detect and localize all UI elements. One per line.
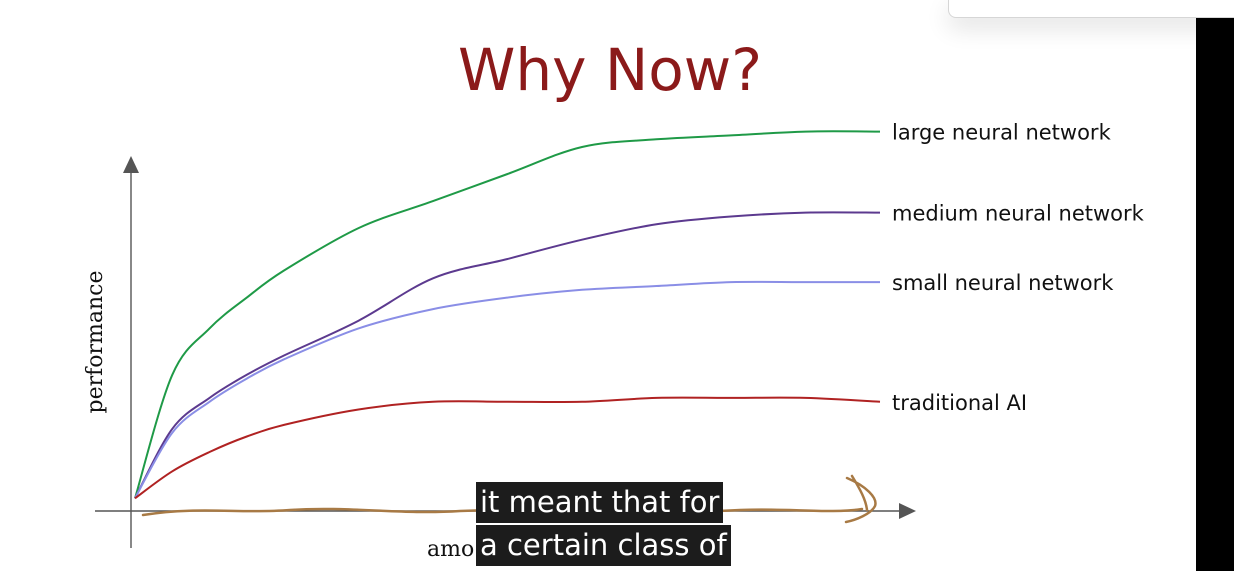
y-axis-label: performance [83,270,108,413]
slide-title: Why Now? [458,36,762,104]
overlay-panel [948,0,1234,18]
subtitle-overlay: it meant that for a certain class of [476,482,746,566]
series-label-2: small neural network [892,271,1114,295]
hand-drawn-x-arrow [141,507,864,517]
x-axis-arrowhead [899,503,916,519]
series-labels: large neural network medium neural networ… [892,121,1145,415]
series-line-2 [134,280,880,499]
video-side-bar [1196,0,1234,571]
series-line-1 [134,211,881,499]
y-axis-arrowhead [123,156,139,173]
series-label-3: traditional AI [892,391,1027,415]
hand-drawn-arrowhead [844,474,877,524]
subtitle-line-2: a certain class of [476,525,731,566]
x-axis-label: amo [427,537,474,562]
subtitle-line-1: it meant that for [476,482,724,523]
series-label-0: large neural network [892,121,1112,145]
series-line-3 [134,396,881,500]
series-layer [134,130,881,500]
series-line-0 [134,130,881,499]
series-label-1: medium neural network [892,202,1145,226]
pen-annotation [141,474,877,524]
slide [0,0,1196,571]
